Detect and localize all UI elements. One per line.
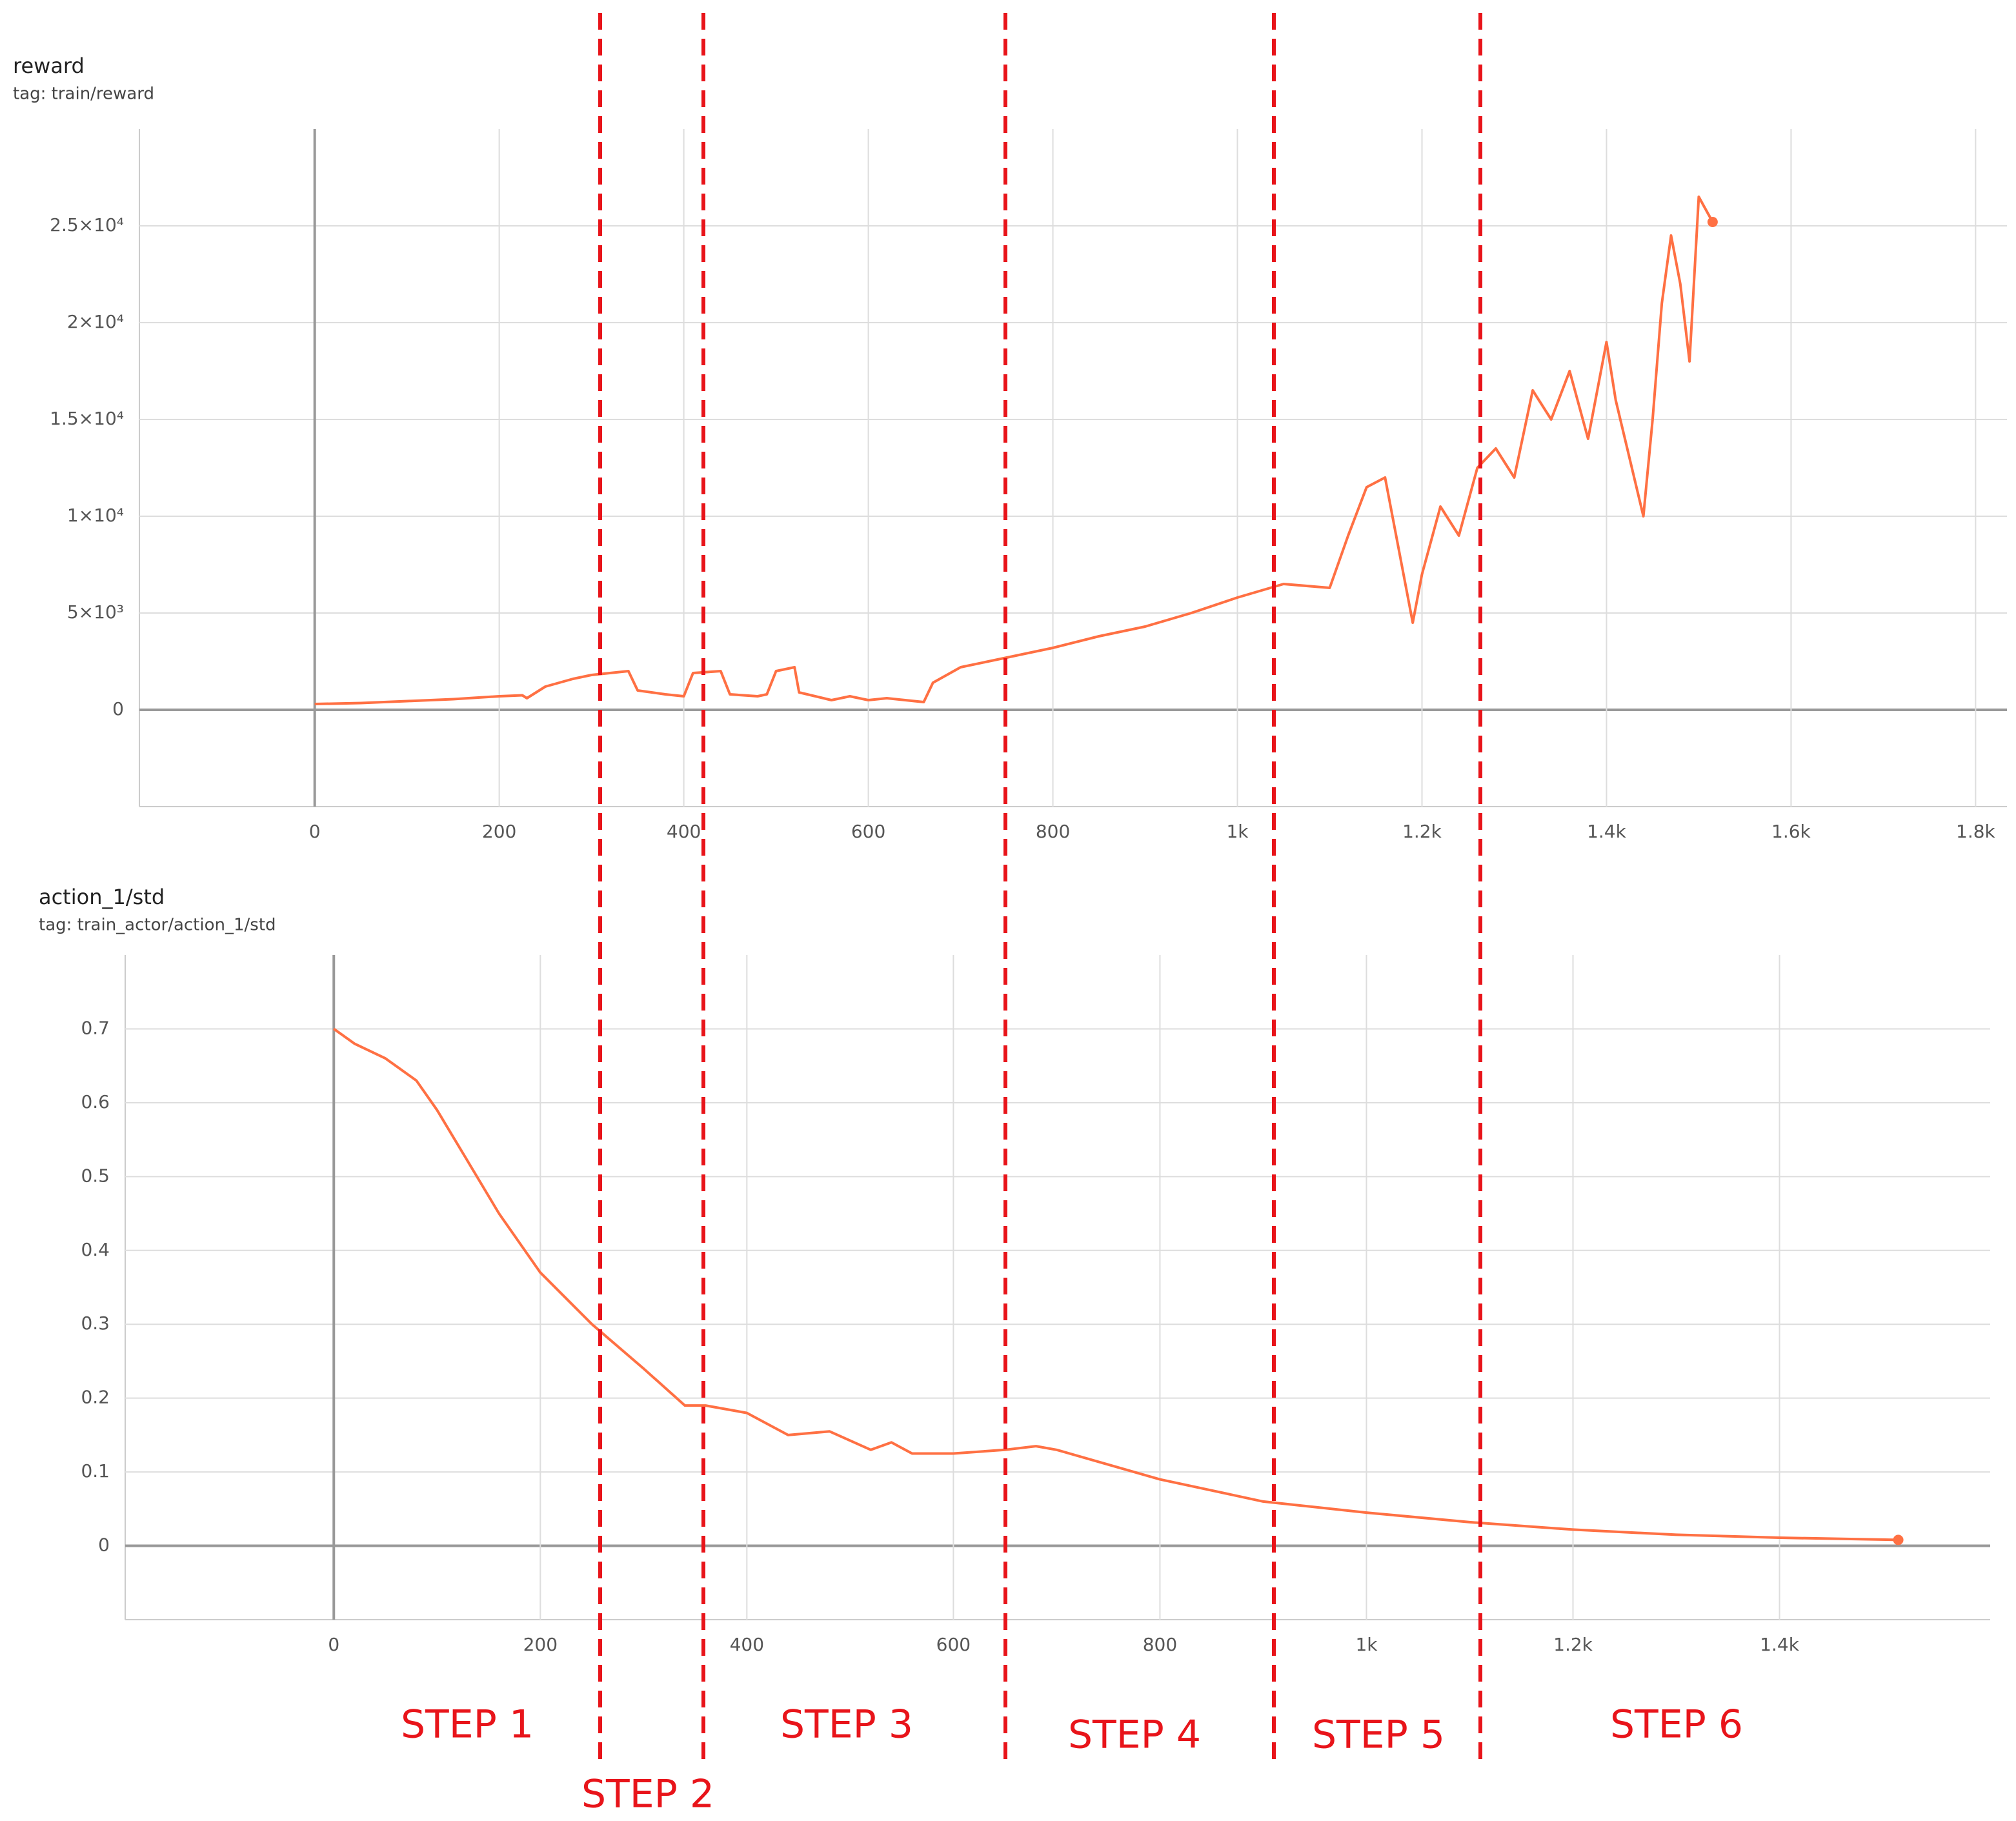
y-tick-label: 1.5×10⁴ — [50, 408, 124, 429]
step-label: STEP 1 — [401, 1702, 534, 1747]
x-tick-label: 800 — [1143, 1634, 1177, 1655]
x-tick-label: 0 — [328, 1634, 339, 1655]
y-tick-label: 0.7 — [81, 1017, 110, 1038]
charts: reward tag: train/reward 0 5×10³ 1×10⁴ 1.5×10… — [13, 54, 2007, 1655]
data-line — [314, 196, 1714, 705]
y-tick-label: 0.5 — [81, 1165, 110, 1186]
x-tick-label: 1.6k — [1771, 821, 1811, 842]
y-tick-label: 2×10⁴ — [67, 311, 124, 332]
data-line — [333, 1027, 1899, 1542]
x-tick-label: 1.4k — [1760, 1634, 1800, 1655]
end-point — [1893, 1534, 1904, 1545]
x-tick-label: 400 — [667, 821, 701, 842]
end-point — [1707, 217, 1718, 227]
y-tick-label: 0.6 — [81, 1091, 110, 1112]
step-label: STEP 5 — [1312, 1713, 1445, 1758]
chart-subtitle: tag: train/reward — [13, 85, 154, 104]
x-tick-label: 0 — [309, 821, 321, 842]
y-tick-label: 0.4 — [81, 1239, 110, 1260]
chart: action_1/std tag: train_actor/action_1/st… — [39, 885, 1990, 1655]
x-tick-label: 1.2k — [1553, 1634, 1593, 1655]
y-tick-label: 1×10⁴ — [67, 505, 124, 526]
x-tick-label: 1.8k — [1956, 821, 1996, 842]
x-tick-label: 1.4k — [1587, 821, 1627, 842]
x-tick-label: 1.2k — [1402, 821, 1442, 842]
x-tick-label: 1k — [1355, 1634, 1378, 1655]
x-tick-label: 800 — [1036, 821, 1070, 842]
y-tick-label: 2.5×10⁴ — [50, 214, 124, 236]
y-tick-label: 0 — [98, 1534, 110, 1556]
step-label: STEP 3 — [780, 1702, 913, 1747]
step-label: STEP 2 — [581, 1772, 714, 1817]
chart: reward tag: train/reward 0 5×10³ 1×10⁴ 1.5×10… — [13, 54, 2007, 842]
step-dividers — [598, 13, 1482, 1762]
x-tick-label: 200 — [482, 821, 516, 842]
y-tick-label: 0.2 — [81, 1387, 110, 1408]
chart-title: reward — [13, 54, 85, 78]
y-tick-label: 0 — [112, 698, 124, 719]
x-tick-label: 1k — [1226, 821, 1249, 842]
x-tick-label: 600 — [851, 821, 885, 842]
x-tick-label: 200 — [523, 1634, 558, 1655]
y-tick-label: 5×10³ — [67, 601, 124, 623]
chart-subtitle: tag: train_actor/action_1/std — [39, 916, 276, 935]
chart-title: action_1/std — [39, 885, 165, 909]
y-tick-label: 0.3 — [81, 1313, 110, 1334]
x-tick-label: 600 — [936, 1634, 971, 1655]
step-label: STEP 4 — [1068, 1713, 1201, 1758]
step-label: STEP 6 — [1610, 1702, 1743, 1747]
y-tick-label: 0.1 — [81, 1460, 110, 1482]
x-tick-label: 400 — [730, 1634, 764, 1655]
